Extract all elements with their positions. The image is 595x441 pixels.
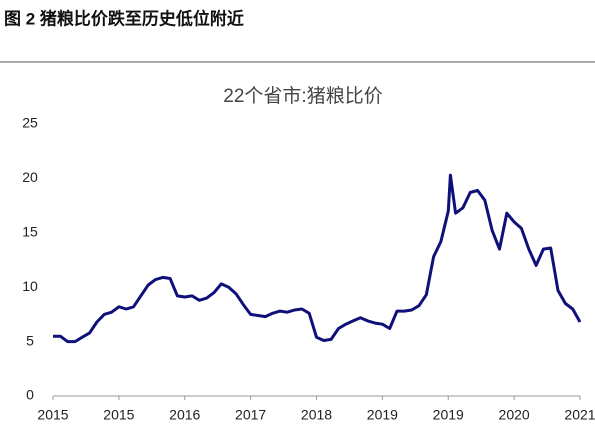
y-tick-label: 20 (22, 169, 38, 185)
y-tick-label: 25 (22, 115, 38, 131)
y-tick-label: 15 (22, 224, 38, 240)
x-tick-label: 2016 (169, 407, 200, 423)
x-tick-label: 2017 (235, 407, 266, 423)
chart-title: 22个省市:猪粮比价 (223, 85, 382, 107)
y-tick-label: 5 (26, 332, 34, 348)
y-tick-label: 10 (22, 278, 38, 294)
x-tick-label: 2015 (103, 407, 134, 423)
x-tick-label: 2020 (499, 407, 530, 423)
x-tick-label: 2019 (367, 407, 398, 423)
line (53, 173, 582, 344)
x-tick-label: 2015 (37, 407, 68, 423)
y-tick-label: 0 (26, 387, 34, 403)
caption: 图 2 猪粮比价跌至历史低位附近 (4, 8, 244, 28)
x-tick-label: 2019 (433, 407, 464, 423)
x-tick-label: 2018 (301, 407, 332, 423)
x-tick-label: 2021 (564, 407, 595, 423)
